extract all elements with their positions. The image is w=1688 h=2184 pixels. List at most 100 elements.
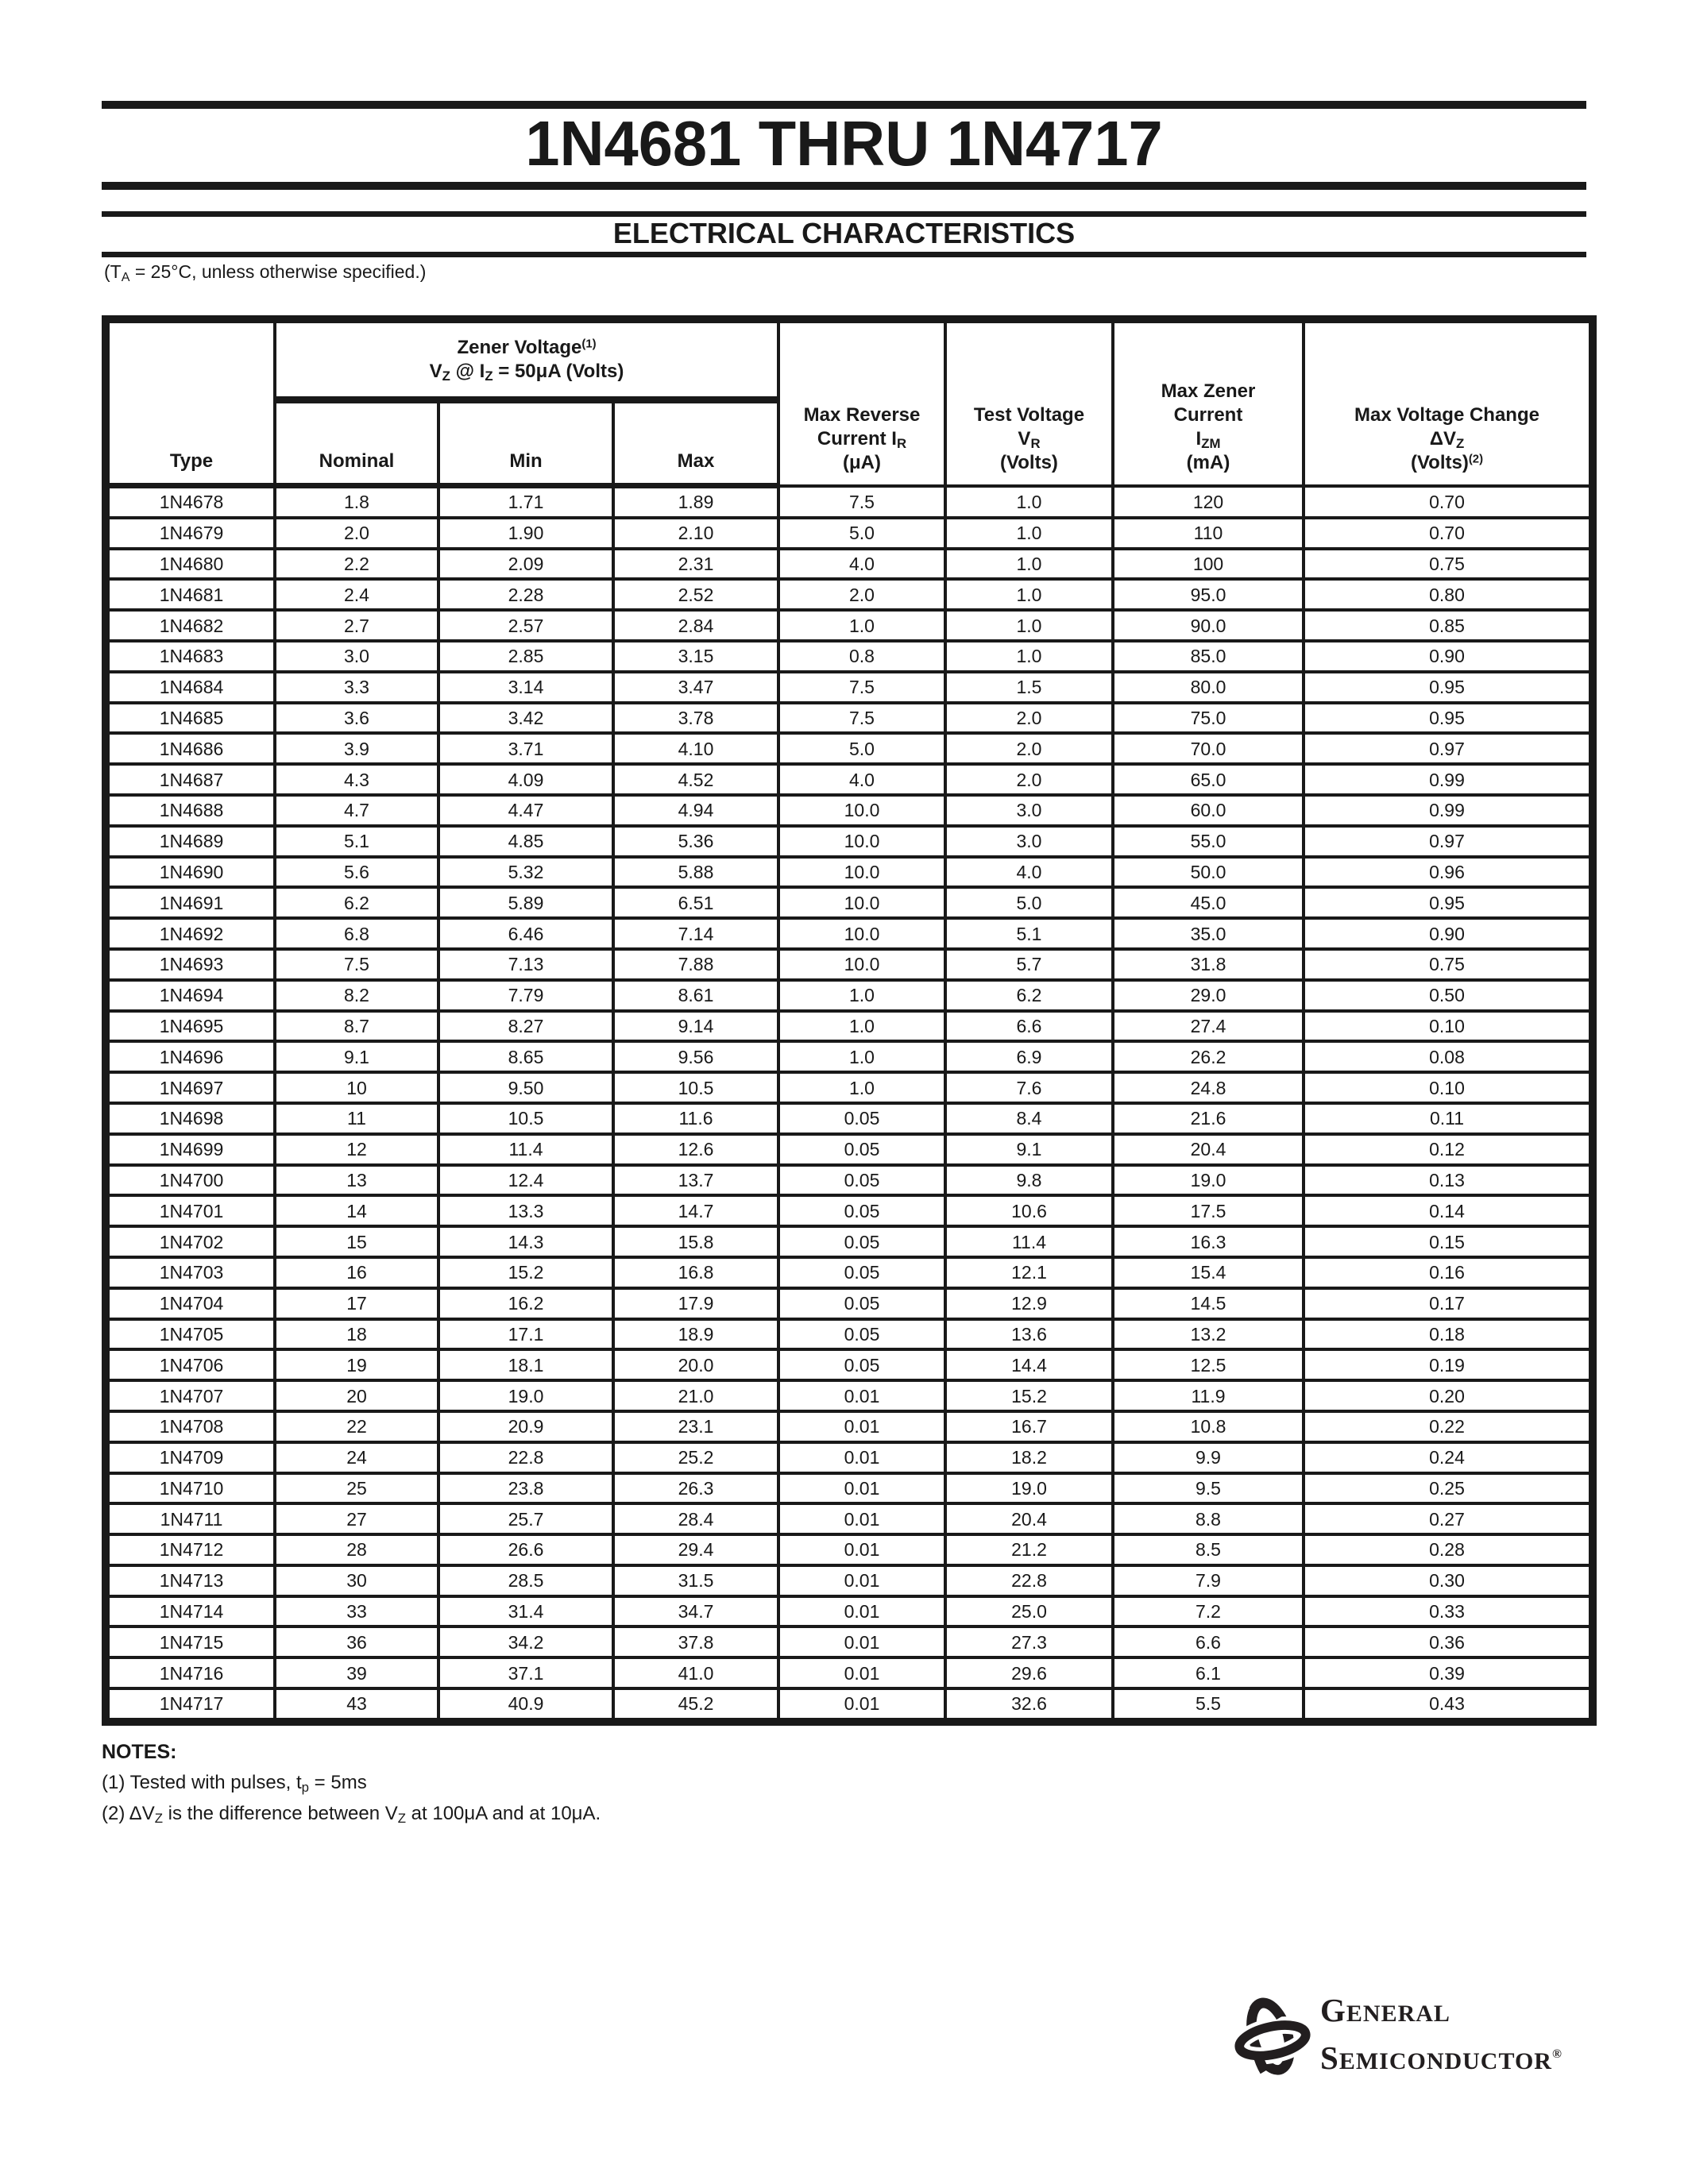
value-cell: 5.1 (944, 916, 1114, 951)
value-cell: 1.0 (944, 577, 1114, 612)
value-cell: 15.2 (437, 1255, 615, 1290)
value-cell: 0.85 (1302, 608, 1594, 642)
value-cell: 0.01 (777, 1471, 947, 1506)
value-cell: 12.6 (612, 1132, 780, 1167)
type-cell: 1N4695 (104, 1009, 276, 1044)
table-row: 1N4712 28 26.6 29.4 0.01 21.2 8.5 0.28 (104, 1533, 1594, 1567)
value-cell: 35.0 (1111, 916, 1305, 951)
logo-line-general: GENERAL (1320, 1992, 1450, 2028)
type-cell: 1N4680 (104, 546, 276, 581)
value-cell: 3.47 (612, 669, 780, 704)
value-cell: 9.9 (1111, 1440, 1305, 1475)
value-cell: 0.05 (777, 1286, 947, 1321)
value-cell: 10.8 (1111, 1409, 1305, 1444)
note-2: (2) ΔVZ is the difference between VZ at … (102, 1803, 601, 1827)
value-cell: 4.52 (612, 762, 780, 797)
value-cell: 7.79 (437, 978, 615, 1013)
value-cell: 4.7 (273, 793, 440, 828)
value-cell: 10.0 (777, 824, 947, 859)
value-cell: 14 (273, 1194, 440, 1229)
value-cell: 9.8 (944, 1163, 1114, 1198)
value-cell: 26.3 (612, 1471, 780, 1506)
value-cell: 6.9 (944, 1040, 1114, 1075)
table-row: 1N4679 2.0 1.90 2.10 5.0 1.0 110 0.70 (104, 515, 1594, 550)
value-cell: 5.32 (437, 855, 615, 889)
value-cell: 8.5 (1111, 1533, 1305, 1567)
test-condition-note: (TA = 25°C, unless otherwise specified.) (104, 261, 427, 285)
value-cell: 41.0 (612, 1656, 780, 1691)
value-cell: 3.15 (612, 639, 780, 673)
value-cell: 15.4 (1111, 1255, 1305, 1290)
col-header-max: Max (612, 398, 780, 488)
type-cell: 1N4689 (104, 824, 276, 859)
general-semiconductor-logo: GENERAL SEMICONDUCTOR® (1230, 1992, 1562, 2084)
value-cell: 0.17 (1302, 1286, 1594, 1321)
value-cell: 20.0 (612, 1348, 780, 1383)
value-cell: 0.75 (1302, 546, 1594, 581)
value-cell: 0.01 (777, 1563, 947, 1598)
value-cell: 10.6 (944, 1194, 1114, 1229)
value-cell: 27 (273, 1502, 440, 1537)
table-row: 1N4699 12 11.4 12.6 0.05 9.1 20.4 0.12 (104, 1132, 1594, 1167)
value-cell: 0.08 (1302, 1040, 1594, 1075)
type-cell: 1N4703 (104, 1255, 276, 1290)
value-cell: 7.13 (437, 947, 615, 982)
value-cell: 4.0 (777, 762, 947, 797)
type-cell: 1N4706 (104, 1348, 276, 1383)
type-cell: 1N4678 (104, 484, 276, 519)
value-cell: 50.0 (1111, 855, 1305, 889)
table-row: 1N4687 4.3 4.09 4.52 4.0 2.0 65.0 0.99 (104, 762, 1594, 797)
value-cell: 2.0 (273, 515, 440, 550)
value-cell: 6.1 (1111, 1656, 1305, 1691)
table-row: 1N4703 16 15.2 16.8 0.05 12.1 15.4 0.16 (104, 1255, 1594, 1290)
value-cell: 3.6 (273, 700, 440, 735)
table-body: 1N4678 1.8 1.71 1.89 7.5 1.0 120 0.70 1N4679 2.0 1… (104, 484, 1594, 1723)
value-cell: 12 (273, 1132, 440, 1167)
value-cell: 14.4 (944, 1348, 1114, 1383)
value-cell: 12.5 (1111, 1348, 1305, 1383)
value-cell: 29.6 (944, 1656, 1114, 1691)
value-cell: 28.5 (437, 1563, 615, 1598)
col-header-max-zener-current: Max Zener Current IZM (mA) (1111, 318, 1305, 488)
value-cell: 4.09 (437, 762, 615, 797)
value-cell: 1.5 (944, 669, 1114, 704)
value-cell: 3.78 (612, 700, 780, 735)
value-cell: 0.95 (1302, 669, 1594, 704)
value-cell: 2.0 (777, 577, 947, 612)
notes-section: NOTES: (1) Tested with pulses, tp = 5ms … (102, 1741, 601, 1833)
table-row: 1N4693 7.5 7.13 7.88 10.0 5.7 31.8 0.75 (104, 947, 1594, 982)
general-semiconductor-logo-icon (1230, 1993, 1315, 2082)
value-cell: 14.3 (437, 1225, 615, 1259)
value-cell: 16.3 (1111, 1225, 1305, 1259)
value-cell: 5.0 (944, 886, 1114, 920)
table-row: 1N4685 3.6 3.42 3.78 7.5 2.0 75.0 0.95 (104, 700, 1594, 735)
value-cell: 13.6 (944, 1317, 1114, 1352)
value-cell: 5.7 (944, 947, 1114, 982)
value-cell: 10.0 (777, 855, 947, 889)
type-cell: 1N4700 (104, 1163, 276, 1198)
value-cell: 19.0 (944, 1471, 1114, 1506)
type-cell: 1N4716 (104, 1656, 276, 1691)
value-cell: 2.84 (612, 608, 780, 642)
table-row: 1N4713 30 28.5 31.5 0.01 22.8 7.9 0.30 (104, 1563, 1594, 1598)
value-cell: 5.6 (273, 855, 440, 889)
value-cell: 7.6 (944, 1071, 1114, 1105)
value-cell: 5.0 (777, 731, 947, 766)
type-cell: 1N4708 (104, 1409, 276, 1444)
value-cell: 6.8 (273, 916, 440, 951)
value-cell: 5.0 (777, 515, 947, 550)
value-cell: 0.28 (1302, 1533, 1594, 1567)
value-cell: 10.0 (777, 947, 947, 982)
table-row: 1N4682 2.7 2.57 2.84 1.0 1.0 90.0 0.85 (104, 608, 1594, 642)
value-cell: 10.5 (437, 1101, 615, 1136)
type-cell: 1N4679 (104, 515, 276, 550)
value-cell: 8.8 (1111, 1502, 1305, 1537)
value-cell: 0.05 (777, 1225, 947, 1259)
table-row: 1N4678 1.8 1.71 1.89 7.5 1.0 120 0.70 (104, 484, 1594, 519)
value-cell: 6.2 (273, 886, 440, 920)
value-cell: 20 (273, 1379, 440, 1413)
value-cell: 7.2 (1111, 1594, 1305, 1629)
value-cell: 1.0 (944, 515, 1114, 550)
value-cell: 0.01 (777, 1656, 947, 1691)
value-cell: 65.0 (1111, 762, 1305, 797)
